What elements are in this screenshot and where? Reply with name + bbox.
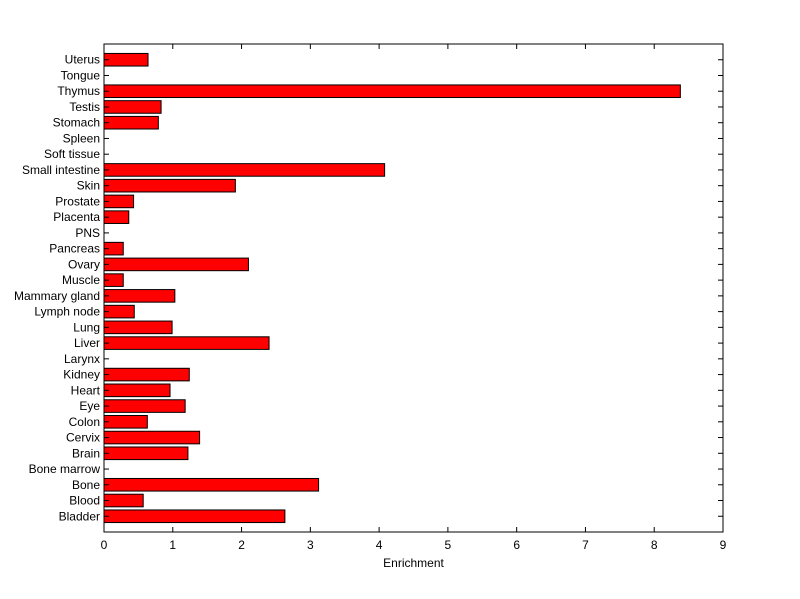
x-axis-ticks: 0 1 2 3 4 5 6 7 8 9 [101,44,727,552]
bar-liver [103,336,270,350]
bars-group [103,52,681,524]
bar-uterus [103,52,149,67]
y-tick-label: Spleen [63,131,100,145]
y-tick-label: Cervix [66,431,100,445]
y-tick-label: Mammary gland [14,289,100,303]
bar-testis [103,100,162,114]
y-tick-label: Heart [71,383,101,397]
y-tick-label: Testis [69,100,100,114]
y-tick-label: Small intestine [22,163,100,177]
y-tick-label: Skin [77,179,100,193]
bar-thymus [103,84,681,99]
y-tick-label: Brain [72,446,100,460]
x-tick-label: 9 [720,538,727,552]
bar-bladder [103,509,286,524]
plot-area-frame [103,43,724,533]
y-tick-label: Tongue [61,68,101,82]
bar-eye [103,399,186,413]
bar-skin [103,178,236,193]
y-tick-label: Soft tissue [44,147,100,161]
y-tick-label: Thymus [57,84,100,98]
bar-stomach [103,115,159,130]
y-tick-label: Larynx [64,352,100,366]
y-tick-label: Bone [72,478,100,492]
x-tick-label: 4 [376,538,383,552]
y-tick-label: Eye [79,399,100,413]
bar-blood [103,493,144,508]
y-tick-label: Colon [69,415,100,429]
bar-bone [103,477,320,492]
y-tick-label: Blood [69,494,100,508]
y-tick-label: Ovary [68,257,100,271]
y-tick-label: Lymph node [34,305,100,319]
bar-colon [103,415,148,429]
x-tick-label: 3 [307,538,314,552]
y-tick-label: Bone marrow [29,462,101,476]
y-tick-label: Lung [73,320,100,334]
bar-kidney [103,367,190,382]
x-tick-label: 6 [513,538,520,552]
y-tick-label: Bladder [59,509,100,523]
x-tick-label: 5 [445,538,452,552]
y-tick-label: Pancreas [49,242,100,256]
y-tick-label: Stomach [53,116,100,130]
y-tick-label: Prostate [55,194,100,208]
bar-heart [103,383,171,398]
bar-mammary-gland [103,289,176,303]
y-tick-label: PNS [75,226,100,240]
y-tick-label: Liver [74,336,100,350]
x-tick-label: 8 [651,538,658,552]
x-tick-label: 2 [238,538,245,552]
x-tick-label: 7 [582,538,589,552]
bar-brain [103,446,189,461]
x-tick-label: 1 [169,538,176,552]
y-tick-label: Kidney [63,368,100,382]
bar-ovary [103,257,249,272]
y-tick-label: Muscle [62,273,100,287]
bar-small-intestine [103,163,386,177]
y-tick-label: Uterus [65,53,100,67]
bar-lung [103,320,173,335]
x-tick-label: 0 [101,538,108,552]
bar-cervix [103,430,201,445]
x-axis-label: Enrichment [383,556,444,570]
y-tick-label: Placenta [53,210,100,224]
